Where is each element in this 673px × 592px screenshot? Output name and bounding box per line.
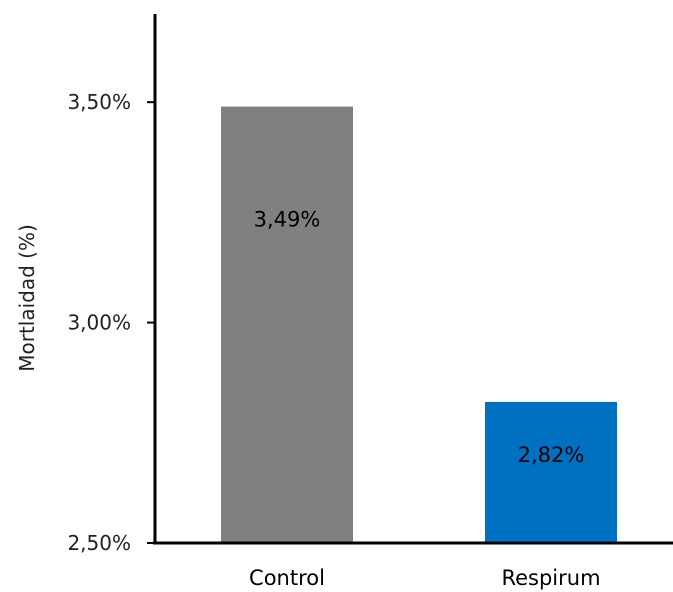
bar-respirum <box>485 401 617 543</box>
y-tick-label: 2,50% <box>67 531 131 555</box>
bar-control <box>221 106 353 543</box>
y-tick-label: 3,00% <box>67 311 131 335</box>
x-tick-label-respirum: Respirum <box>501 566 600 590</box>
y-axis-title: Mortlaidad (%) <box>15 224 39 372</box>
y-tick-label: 3,50% <box>67 90 131 114</box>
data-label-respirum: 2,82% <box>518 443 585 467</box>
data-label-control: 3,49% <box>254 208 321 232</box>
x-tick-label-control: Control <box>249 566 325 590</box>
